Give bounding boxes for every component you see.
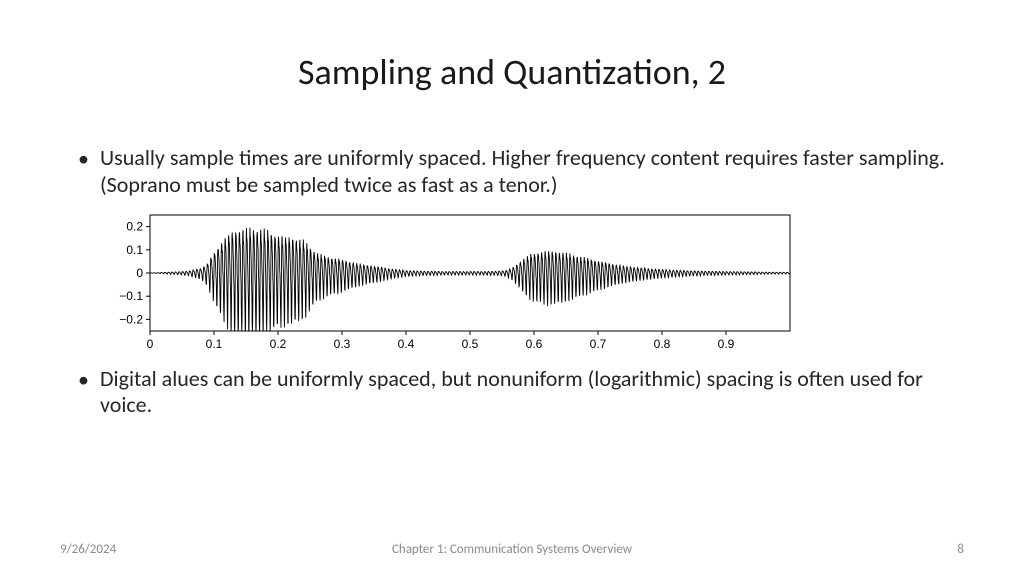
bullet-item: • Digital alues can be uniformly spaced,… bbox=[78, 366, 946, 420]
waveform-svg: −0.2 −0.1 0 0.1 0.2 0 0.1 0.2 0.3 0.4 0.5 0.6 0.7 0.8… bbox=[100, 207, 800, 357]
svg-text:0: 0 bbox=[147, 337, 154, 351]
svg-text:0.9: 0.9 bbox=[718, 337, 735, 351]
svg-text:0.8: 0.8 bbox=[654, 337, 671, 351]
bullet-text: Digital alues can be uniformly spaced, b… bbox=[100, 366, 946, 420]
waveform-chart: −0.2 −0.1 0 0.1 0.2 0 0.1 0.2 0.3 0.4 0.5 0.6 0.7 0.8… bbox=[100, 207, 946, 362]
bullet-item: • Usually sample times are uniformly spa… bbox=[78, 145, 946, 199]
slide-footer: 9/26/2024 Chapter 1: Communication Syste… bbox=[0, 542, 1024, 562]
slide-title: Sampling and Quantization, 2 bbox=[0, 50, 1024, 94]
svg-text:0: 0 bbox=[136, 266, 143, 280]
bullet-marker: • bbox=[78, 366, 100, 420]
bullet-marker: • bbox=[78, 145, 100, 199]
svg-text:0.4: 0.4 bbox=[398, 337, 415, 351]
svg-text:0.1: 0.1 bbox=[126, 242, 143, 256]
svg-text:0.7: 0.7 bbox=[590, 337, 607, 351]
svg-text:0.3: 0.3 bbox=[334, 337, 351, 351]
footer-page: 8 bbox=[957, 542, 964, 557]
slide-body: • Usually sample times are uniformly spa… bbox=[78, 145, 946, 425]
svg-text:0.5: 0.5 bbox=[462, 337, 479, 351]
svg-text:−0.2: −0.2 bbox=[119, 312, 143, 326]
svg-text:−0.1: −0.1 bbox=[119, 289, 143, 303]
slide: Sampling and Quantization, 2 • Usually s… bbox=[0, 0, 1024, 576]
svg-text:0.2: 0.2 bbox=[126, 219, 143, 233]
svg-text:0.2: 0.2 bbox=[270, 337, 287, 351]
footer-center: Chapter 1: Communication Systems Overvie… bbox=[0, 542, 1024, 557]
svg-text:0.1: 0.1 bbox=[206, 337, 223, 351]
svg-text:0.6: 0.6 bbox=[526, 337, 543, 351]
bullet-text: Usually sample times are uniformly space… bbox=[100, 145, 946, 199]
